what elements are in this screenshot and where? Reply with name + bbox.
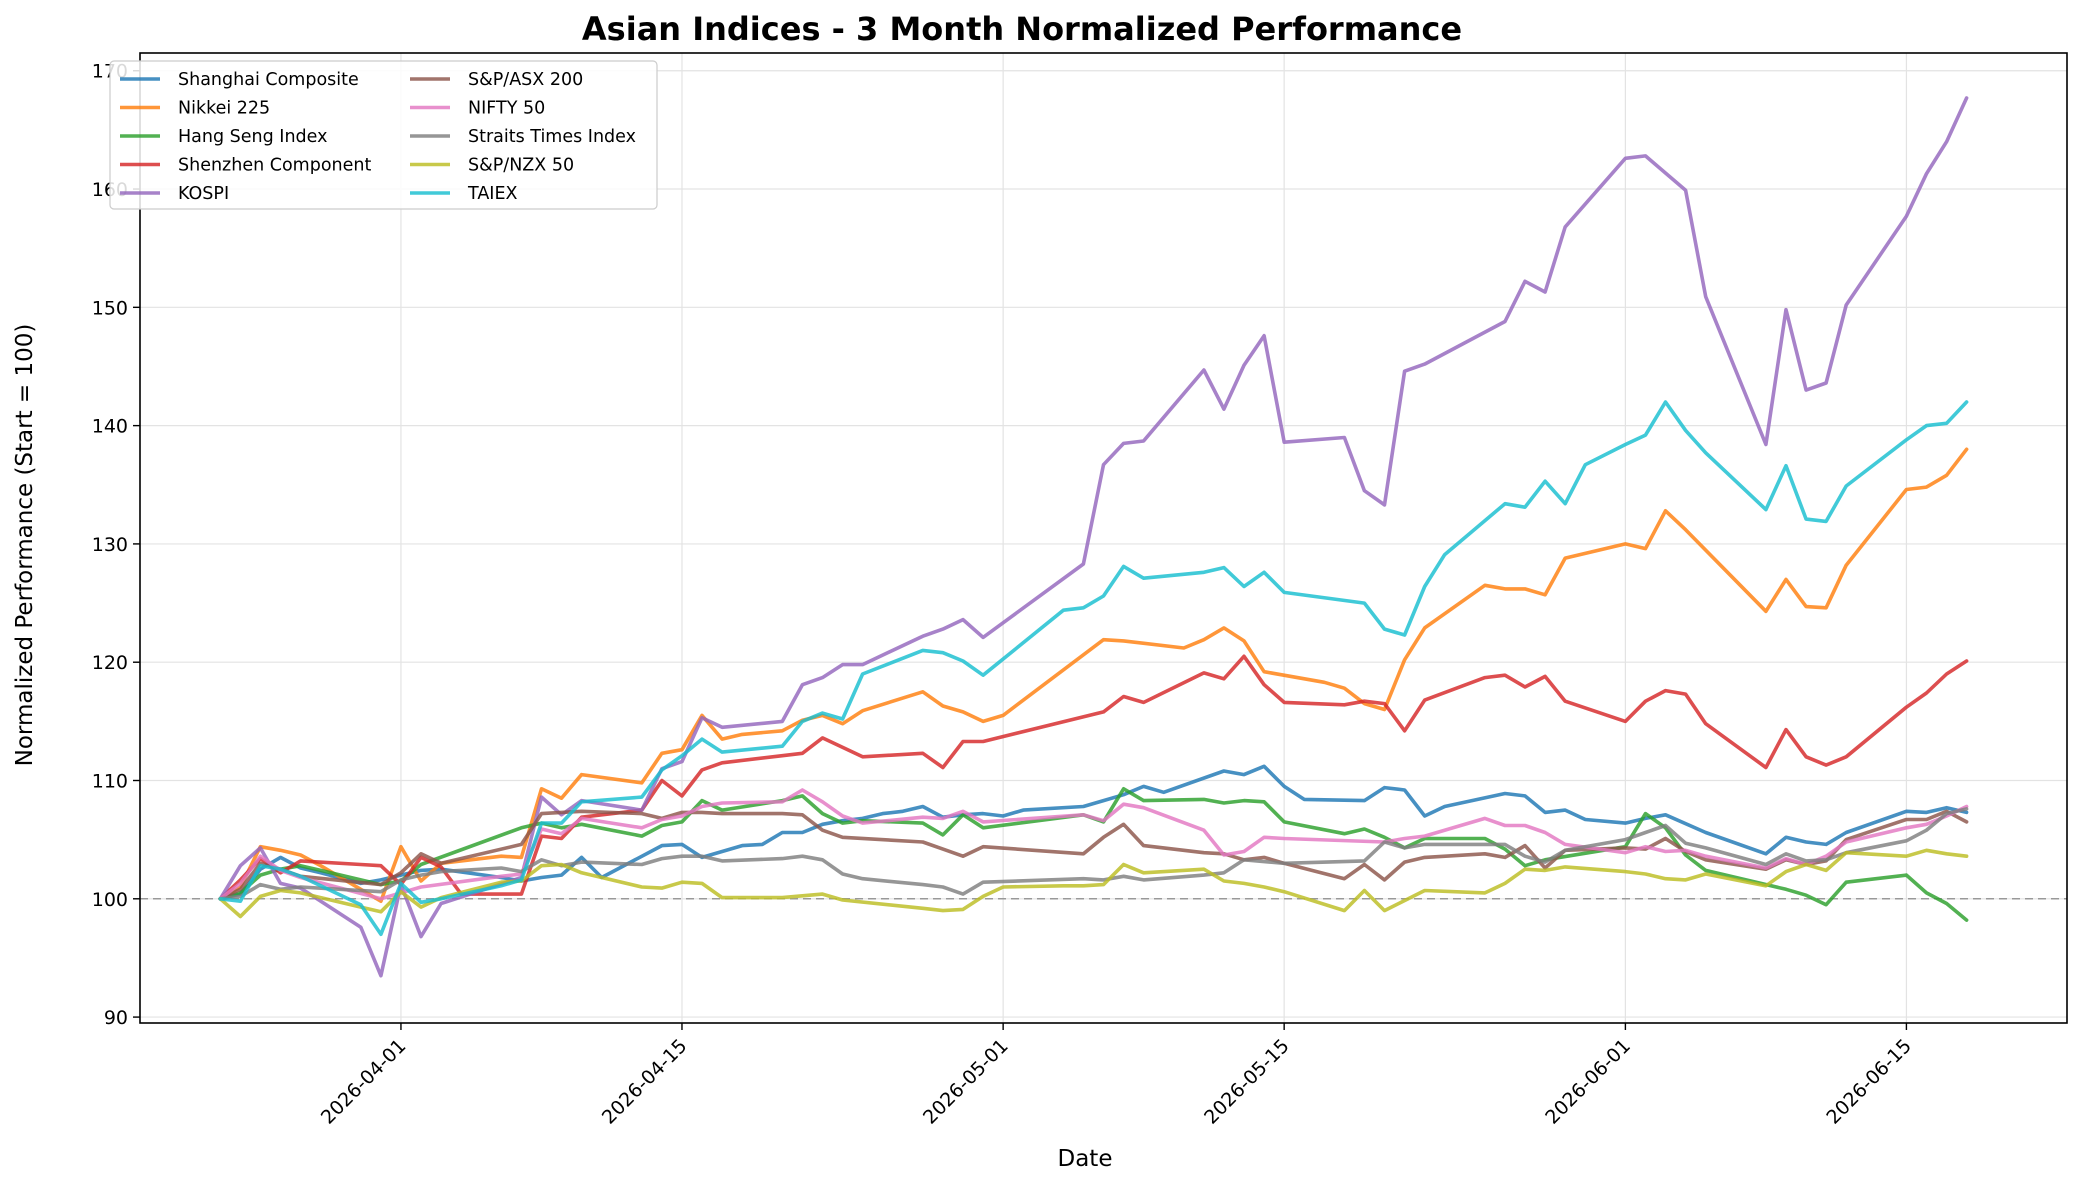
series-line-shenzhen-component	[218, 654, 1969, 901]
legend-label: Straits Times Index	[468, 127, 636, 147]
legend-label: S&P/ASX 200	[468, 70, 583, 90]
y-axis-label: Normalized Performance (Start = 100)	[12, 324, 38, 767]
legend-label: TAIEX	[467, 184, 518, 204]
legend-label: S&P/NZX 50	[468, 156, 574, 176]
y-tick-label: 130	[92, 534, 128, 556]
y-tick-label: 110	[92, 771, 128, 793]
legend-label: Shenzhen Component	[178, 156, 371, 176]
series-line-hang-seng-index	[218, 786, 1969, 922]
x-axis-label: Date	[1058, 1146, 1113, 1172]
legend-label: Hang Seng Index	[178, 127, 327, 147]
y-tick-label: 120	[92, 652, 128, 674]
series-lines	[218, 96, 1969, 978]
legend: Shanghai Composite Nikkei 225 Hang Seng In…	[109, 60, 658, 210]
series-line-shanghai-composite	[218, 764, 1969, 901]
chart-title: Asian Indices - 3 Month Normalized Perfo…	[582, 10, 1462, 48]
series-line-s-p-asx-200	[218, 809, 1969, 901]
series-line-straits-times-index	[218, 807, 1969, 901]
plot-frame	[139, 52, 2068, 1024]
legend-label: NIFTY 50	[468, 99, 545, 119]
series-line-nikkei-225	[218, 447, 1969, 904]
y-tick-label: 150	[92, 297, 128, 319]
y-tick-label: 90	[104, 1007, 128, 1029]
series-line-s-p-nzx-50	[218, 848, 1969, 919]
legend-label: KOSPI	[178, 184, 229, 204]
legend-label: Nikkei 225	[178, 99, 270, 119]
y-tick-label: 100	[92, 889, 128, 911]
y-tick-label: 140	[92, 416, 128, 438]
series-line-taiex	[218, 400, 1969, 937]
legend-label: Shanghai Composite	[178, 70, 359, 90]
legend-box	[109, 60, 658, 210]
